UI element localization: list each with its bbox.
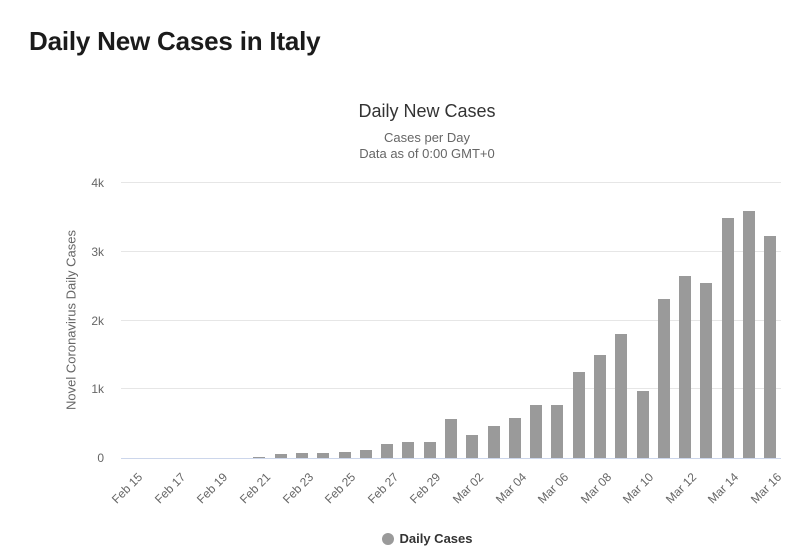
y-tick-label-1k: 1k — [91, 382, 104, 397]
x-tick-label-mar-14: Mar 14 — [705, 470, 742, 507]
y-tick-label-0: 0 — [97, 451, 104, 465]
bar-feb-22[interactable] — [274, 453, 287, 458]
bar-feb-25[interactable] — [338, 451, 351, 458]
x-axis-line — [121, 458, 781, 459]
x-tick-label-feb-19: Feb 19 — [194, 470, 231, 507]
bar-mar-14[interactable] — [721, 217, 734, 458]
bar-mar-11[interactable] — [657, 298, 670, 458]
legend-item-daily-cases[interactable]: Daily Cases — [50, 531, 804, 546]
x-tick-label-mar-06: Mar 06 — [535, 470, 572, 507]
x-tick-label-feb-23: Feb 23 — [279, 470, 316, 507]
page-title: Daily New Cases in Italy — [29, 26, 321, 56]
plot-area — [121, 182, 781, 459]
x-tick-label-feb-15: Feb 15 — [109, 470, 146, 507]
bar-mar-13[interactable] — [700, 282, 713, 458]
bar-feb-24[interactable] — [317, 452, 330, 458]
bar-mar-06[interactable] — [551, 404, 564, 458]
y-tick-label-2k: 2k — [91, 313, 104, 328]
bar-mar-10[interactable] — [636, 390, 649, 458]
y-gridline — [121, 182, 781, 183]
y-gridline — [121, 319, 781, 321]
y-tick-label-3k: 3k — [91, 244, 104, 259]
x-tick-label-mar-10: Mar 10 — [620, 470, 657, 507]
y-gridline — [121, 250, 781, 252]
bar-mar-16[interactable] — [764, 235, 777, 458]
x-tick-label-feb-25: Feb 25 — [322, 470, 359, 507]
bar-mar-01[interactable] — [445, 419, 457, 458]
x-tick-label-mar-08: Mar 08 — [577, 470, 614, 507]
x-tick-label-mar-16: Mar 16 — [747, 470, 785, 507]
bar-mar-07[interactable] — [572, 372, 585, 458]
x-tick-label-feb-17: Feb 17 — [151, 470, 189, 507]
x-tick-label-mar-04: Mar 04 — [492, 470, 529, 507]
bar-mar-09[interactable] — [615, 334, 628, 458]
y-tick-label-4k: 4k — [91, 176, 104, 190]
bar-mar-15[interactable] — [743, 211, 756, 458]
x-tick-label-feb-29: Feb 29 — [407, 470, 444, 507]
bar-mar-04[interactable] — [508, 417, 521, 458]
bar-mar-08[interactable] — [594, 355, 607, 458]
legend-label: Daily Cases — [399, 531, 473, 546]
legend-marker-icon — [381, 532, 394, 545]
bar-mar-12[interactable] — [679, 275, 692, 458]
x-tick-label-feb-21: Feb 21 — [236, 470, 274, 507]
bar-feb-27[interactable] — [381, 443, 394, 458]
bar-mar-03[interactable] — [487, 425, 500, 458]
x-tick-label-feb-27: Feb 27 — [364, 470, 402, 507]
chart-subtitle-line1: Cases per Day — [384, 130, 470, 145]
chart-subtitle-line2: Data as of 0:00 GMT+0 — [359, 146, 495, 161]
y-gridline — [121, 388, 781, 390]
bar-feb-26[interactable] — [359, 449, 372, 458]
chart-title: Daily New Cases — [358, 101, 496, 121]
x-tick-label-mar-02: Mar 02 — [449, 470, 487, 507]
bar-feb-23[interactable] — [295, 452, 308, 458]
bar-feb-21[interactable] — [253, 456, 266, 458]
bar-feb-29[interactable] — [423, 441, 436, 458]
x-tick-label-mar-12: Mar 12 — [662, 470, 700, 507]
bar-feb-28[interactable] — [402, 441, 415, 458]
bar-mar-05[interactable] — [530, 405, 543, 458]
bar-mar-02[interactable] — [466, 434, 479, 458]
